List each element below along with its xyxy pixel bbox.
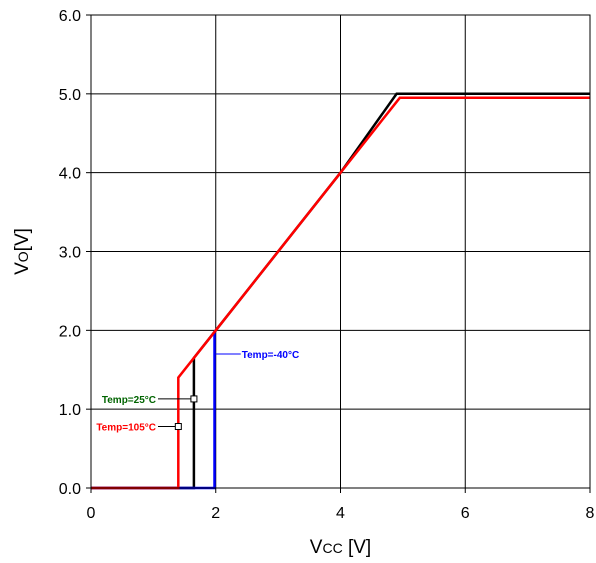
annotation-label: Temp=105°C <box>96 423 156 434</box>
x-axis-title-main: V <box>310 537 323 558</box>
annotation-label: Temp=-40°C <box>242 350 299 361</box>
annotations: Temp=-40°C Temp=25°C Temp=105°C <box>96 350 299 434</box>
x-tick-label: 0 <box>87 505 96 522</box>
y-tick-label: 4.0 <box>59 166 81 183</box>
y-tick-label: 0.0 <box>59 481 81 498</box>
x-tick-label: 6 <box>461 505 470 522</box>
x-axis-title: VCC [V] <box>310 537 371 558</box>
y-axis-title-rest: [V] <box>12 228 33 251</box>
x-tick-label: 4 <box>336 505 345 522</box>
y-tick-label: 3.0 <box>59 245 81 262</box>
x-axis-title-rest: [V] <box>343 537 372 558</box>
y-axis-title-main: V <box>12 262 33 275</box>
x-tick-label: 2 <box>211 505 220 522</box>
y-axis-title-sub: O <box>15 251 31 262</box>
annotation-marker <box>174 423 182 431</box>
y-tick-label: 2.0 <box>59 323 81 340</box>
y-tick-label: 1.0 <box>59 402 81 419</box>
y-tick-label: 6.0 <box>59 8 81 25</box>
y-axis-title: VO[V] <box>12 228 33 275</box>
y-tick-label: 5.0 <box>59 87 81 104</box>
axis-titles: VCC [V] VO[V] <box>12 228 371 558</box>
tick-labels: 0 2 4 6 8 0.0 1.0 2.0 3.0 4.0 5.0 6.0 <box>59 8 595 522</box>
annotation-marker <box>190 395 198 403</box>
x-axis-title-sub: CC <box>322 540 342 556</box>
annotation-label: Temp=25°C <box>102 395 156 406</box>
x-tick-label: 8 <box>586 505 595 522</box>
